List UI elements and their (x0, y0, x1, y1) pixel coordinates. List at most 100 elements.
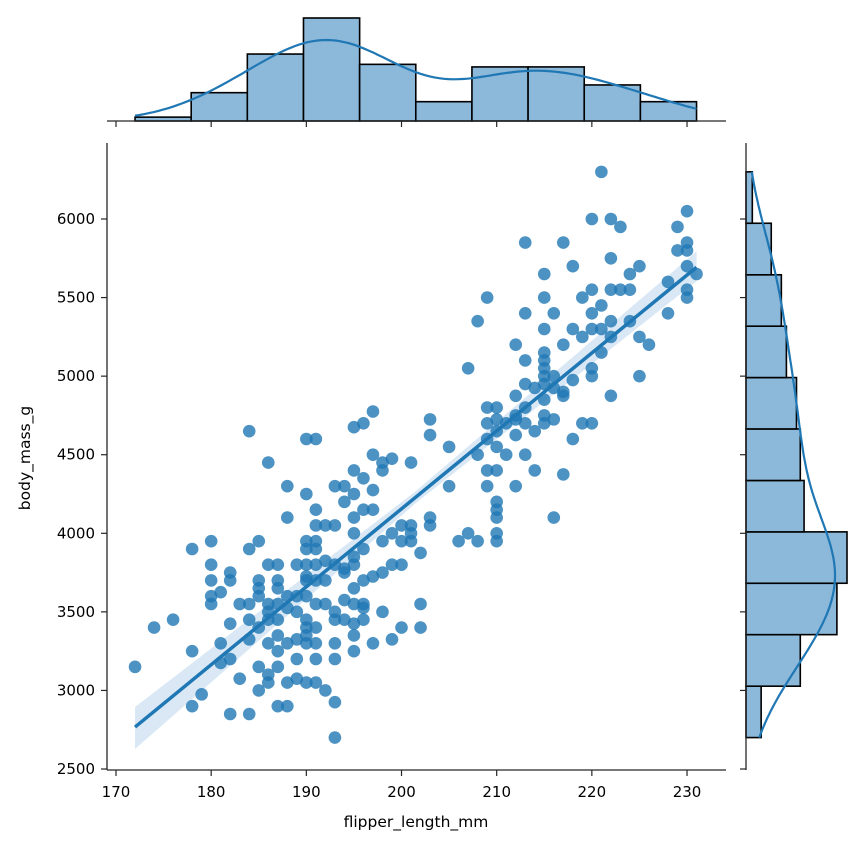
scatter-point (357, 613, 370, 627)
scatter-point (404, 456, 418, 469)
x-axis-label: flipper_length_mm (344, 813, 489, 832)
scatter-point (214, 585, 227, 599)
scatter-point (366, 483, 380, 497)
scatter-point (423, 413, 437, 426)
scatter-point (576, 416, 589, 430)
scatter-point (604, 251, 618, 265)
scatter-point (509, 479, 523, 493)
scatter-point (395, 534, 408, 548)
scatter-point (576, 330, 589, 344)
scatter-point (309, 519, 323, 532)
scatter-point (357, 601, 370, 615)
scatter-point (366, 636, 380, 650)
scatter-point (604, 283, 618, 297)
scatter-point (414, 546, 427, 560)
scatter-point (490, 464, 503, 477)
scatter-point (509, 428, 523, 442)
scatter-point (319, 684, 332, 697)
scatter-point (290, 633, 304, 646)
x-tick-label: 210 (482, 783, 511, 801)
scatter-point (452, 534, 465, 548)
scatter-point (242, 597, 256, 611)
scatter-point (490, 511, 503, 524)
scatter-point (680, 204, 694, 218)
scatter-point (357, 416, 370, 430)
scatter-point (328, 479, 342, 493)
scatter-point (319, 554, 332, 568)
scatter-point (271, 699, 285, 713)
scatter-point (290, 672, 304, 685)
scatter-point (328, 695, 342, 709)
histogram-bar-y (745, 685, 762, 739)
scatter-point (252, 534, 266, 548)
scatter-point (376, 534, 389, 548)
scatter-point (242, 613, 256, 627)
scatter-point (661, 275, 675, 289)
histogram-bar-y (745, 171, 754, 225)
scatter-point (290, 652, 304, 666)
scatter-point (185, 542, 199, 556)
scatter-point (556, 236, 570, 249)
scatter-point (595, 322, 608, 336)
scatter-point (423, 519, 437, 532)
scatter-point (319, 519, 332, 532)
scatter-point (271, 660, 285, 674)
scatter-point (595, 299, 608, 312)
scatter-point (442, 440, 456, 454)
y-axis-label: body_mass_g (16, 406, 35, 510)
histogram-bar-y (745, 479, 805, 533)
scatter-point (252, 660, 266, 674)
scatter-point (509, 338, 523, 352)
scatter-point (347, 420, 361, 434)
scatter-point (633, 369, 646, 383)
scatter-point (518, 306, 532, 320)
histogram-bar-x (414, 100, 473, 122)
scatter-point (518, 416, 532, 430)
scatter-point (566, 373, 580, 387)
scatter-point (328, 636, 342, 650)
scatter-point (556, 338, 570, 352)
scatter-point (566, 259, 580, 273)
scatter-point (518, 236, 532, 249)
histogram-bar-y (745, 325, 788, 379)
marginal-y-histogram (745, 171, 848, 739)
regression-line-path (133, 265, 698, 729)
kde-curve-y (750, 171, 837, 738)
scatter-point (671, 244, 684, 257)
scatter-point (319, 574, 332, 587)
scatter-point (271, 644, 285, 658)
scatter-point (319, 597, 332, 611)
scatter-point (547, 369, 561, 383)
scatter-point (242, 542, 256, 556)
x-tick-label: 190 (292, 783, 321, 801)
scatter-point (614, 220, 627, 234)
scatter-point (300, 487, 313, 501)
scatter-point (357, 471, 370, 485)
scatter-point (518, 377, 532, 391)
scatter-point (300, 589, 313, 603)
scatter-point (271, 581, 285, 595)
scatter-point (347, 464, 361, 477)
scatter-point (633, 330, 646, 344)
scatter-point (300, 676, 313, 689)
scatter-point (271, 558, 285, 572)
scatter-point (556, 468, 570, 481)
y-tick-label: 5000 (57, 367, 95, 385)
scatter-point (366, 405, 380, 418)
scatter-point (480, 464, 494, 477)
histogram-bar-x (302, 17, 361, 122)
scatter-point (376, 464, 389, 477)
scatter-point (395, 519, 408, 532)
scatter-point (547, 511, 561, 524)
scatter-point (585, 416, 599, 430)
scatter-point (404, 534, 418, 548)
scatter-point (528, 464, 542, 477)
scatter-point (414, 621, 427, 634)
y-tick-label: 6000 (57, 210, 95, 228)
histogram-bar-y (745, 222, 773, 276)
scatter-point (252, 684, 266, 697)
scatter-point (300, 432, 313, 446)
scatter-point (271, 613, 285, 627)
scatter-point (623, 283, 637, 297)
scatter-point (604, 314, 618, 328)
